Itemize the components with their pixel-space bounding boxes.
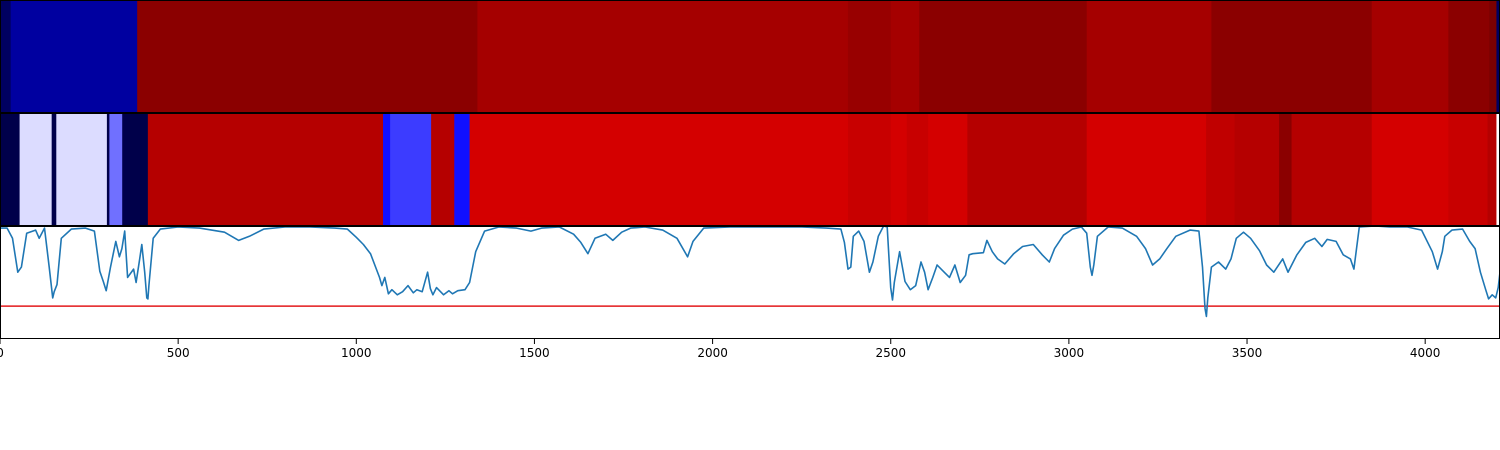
- heatmap-2-segment-6: [122, 113, 149, 226]
- line-plot-panel: [0, 225, 1500, 318]
- x-tick-label-2000: 2000: [697, 346, 728, 360]
- heatmap-2-segment-12: [469, 113, 849, 226]
- heatmap-2-segment-26: [1496, 113, 1500, 226]
- heatmap-2-segment-5: [109, 113, 123, 226]
- heatmap-2-segment-20: [1234, 113, 1280, 226]
- series-line: [0, 225, 1500, 318]
- heatmap-2-segment-0: [0, 113, 21, 226]
- heatmap-2-segment-4: [106, 113, 110, 226]
- heatmap-2-segment-23: [1371, 113, 1449, 226]
- heatmap-2-segment-3: [56, 113, 108, 226]
- heatmap-1-segment-12: [1496, 0, 1500, 113]
- heatmap-1-segment-4: [847, 0, 892, 113]
- x-tick-label-1500: 1500: [519, 346, 550, 360]
- heatmap-1-segment-8: [1211, 0, 1373, 113]
- x-tick-label-4000: 4000: [1410, 346, 1441, 360]
- x-tick-label-0: 0: [0, 346, 4, 360]
- panel-frame-bottom: [0, 226, 1500, 339]
- heatmap-2-segment-2: [51, 113, 57, 226]
- x-axis: 0 500 1000 1500 2000 2500 3000 3500 4000: [0, 339, 1440, 360]
- heatmap-2-segment-11: [454, 113, 471, 226]
- x-tick-label-2500: 2500: [875, 346, 906, 360]
- heatmap-1-segment-7: [1086, 0, 1212, 113]
- heatmap-1-segment-0: [0, 0, 12, 113]
- heatmap-2-segment-10: [431, 113, 455, 226]
- heatmap-1-segment-2: [137, 0, 478, 113]
- heatmap-2-segment-19: [1206, 113, 1236, 226]
- heatmap-2-segment-1: [19, 113, 53, 226]
- heatmap-strip-2: [0, 113, 1500, 226]
- heatmap-2-segment-22: [1291, 113, 1373, 226]
- heatmap-2-segment-24: [1448, 113, 1489, 226]
- heatmap-2-segment-25: [1487, 113, 1497, 226]
- heatmap-2-segment-13: [847, 113, 892, 226]
- heatmap-1-segment-3: [477, 0, 849, 113]
- x-tick-label-500: 500: [167, 346, 190, 360]
- heatmap-2-segment-9: [390, 113, 432, 226]
- heatmap-2-segment-8: [383, 113, 391, 226]
- heatmap-2-segment-16: [928, 113, 968, 226]
- heatmap-2-segment-15: [906, 113, 929, 226]
- x-tick-label-3500: 3500: [1232, 346, 1263, 360]
- heatmap-2-segment-18: [1086, 113, 1207, 226]
- heatmap-1-segment-10: [1448, 0, 1490, 113]
- heatmap-1-segment-1: [10, 0, 138, 113]
- x-tick-label-3000: 3000: [1054, 346, 1085, 360]
- heatmap-2-segment-14: [890, 113, 908, 226]
- heatmap-strip-1: [0, 0, 1500, 113]
- heatmap-2-segment-21: [1279, 113, 1293, 226]
- heatmap-1-segment-5: [890, 0, 920, 113]
- x-tick-label-1000: 1000: [341, 346, 372, 360]
- heatmap-2-segment-7: [147, 113, 384, 226]
- heatmap-1-segment-11: [1489, 0, 1497, 113]
- heatmap-2-segment-17: [967, 113, 1088, 226]
- heatmap-1-segment-6: [919, 0, 1088, 113]
- heatmap-1-segment-9: [1371, 0, 1449, 113]
